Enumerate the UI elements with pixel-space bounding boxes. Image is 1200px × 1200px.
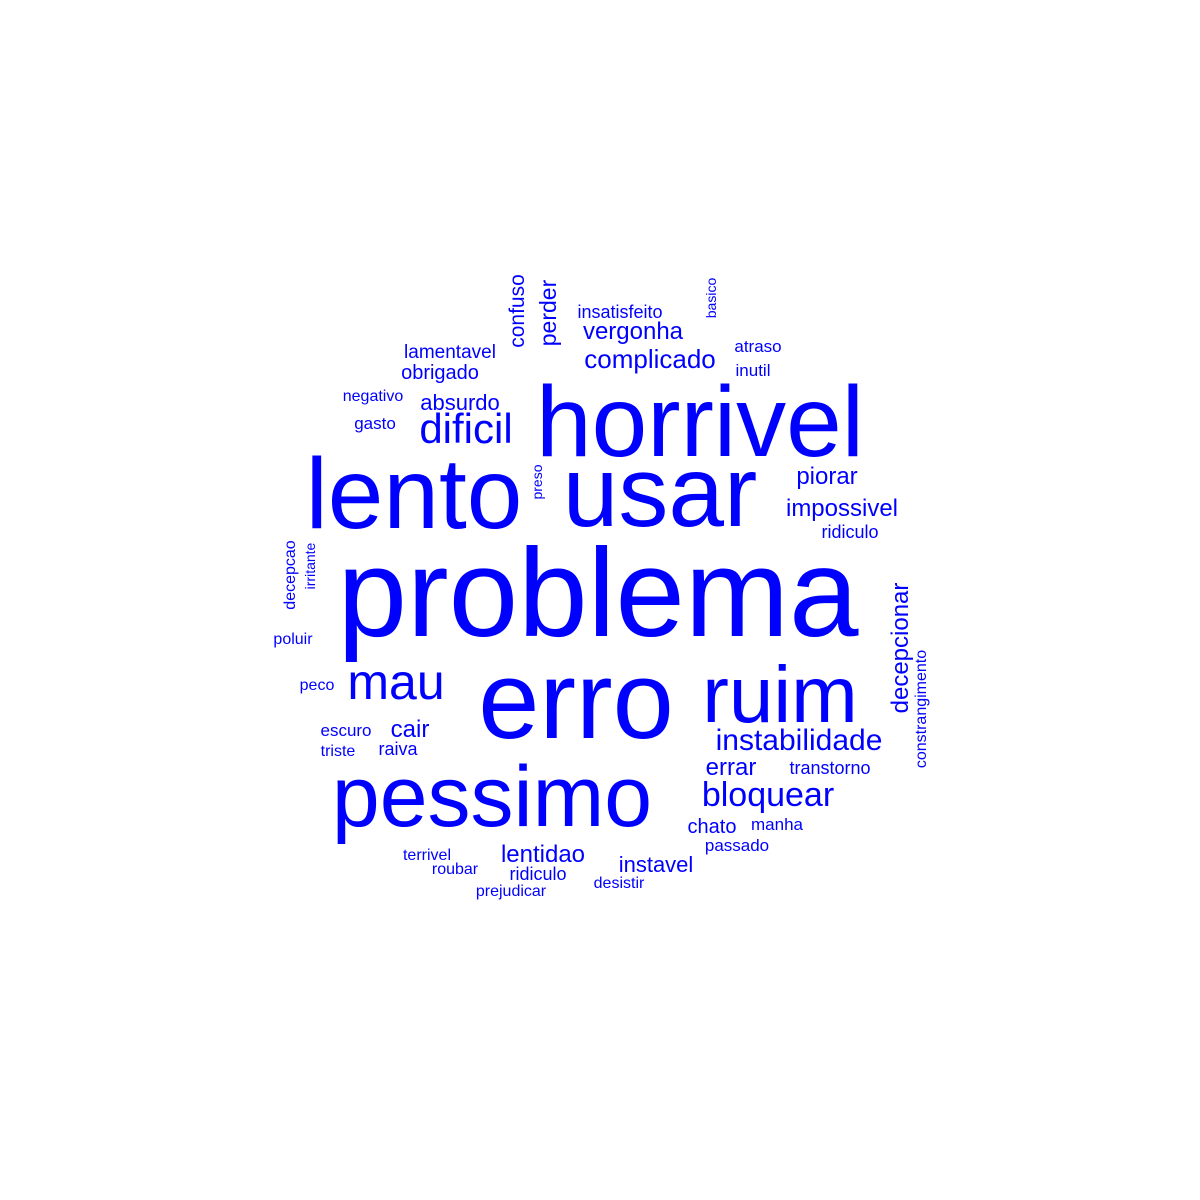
cloud-word: ridiculo bbox=[509, 864, 566, 884]
cloud-word: mau bbox=[347, 654, 444, 710]
cloud-word: instavel bbox=[619, 852, 694, 877]
cloud-word: insatisfeito bbox=[577, 302, 662, 322]
cloud-word: absurdo bbox=[420, 390, 500, 415]
cloud-word: decepcao bbox=[282, 540, 299, 609]
cloud-word: perder bbox=[535, 279, 561, 346]
cloud-word: lento bbox=[306, 438, 523, 550]
cloud-word: prejudicar bbox=[476, 883, 547, 900]
cloud-word: bloquear bbox=[702, 776, 834, 814]
cloud-word: problema bbox=[337, 524, 859, 663]
cloud-word: inutil bbox=[736, 361, 771, 380]
cloud-word: lentidao bbox=[501, 841, 585, 868]
cloud-word: roubar bbox=[432, 861, 479, 878]
cloud-word: atraso bbox=[734, 337, 781, 356]
cloud-word: erro bbox=[478, 639, 674, 762]
cloud-word: horrivel bbox=[536, 366, 864, 478]
cloud-word: complicado bbox=[584, 344, 716, 374]
cloud-word: obrigado bbox=[401, 362, 479, 384]
cloud-word: dificil bbox=[419, 405, 512, 452]
cloud-word: manha bbox=[751, 815, 804, 834]
cloud-word: escuro bbox=[320, 721, 371, 740]
cloud-word: raiva bbox=[378, 739, 418, 759]
cloud-word: basico bbox=[703, 278, 719, 319]
cloud-word: triste bbox=[321, 743, 356, 760]
cloud-word: constrangimento bbox=[913, 650, 930, 768]
cloud-word: confuso bbox=[506, 274, 529, 348]
cloud-word: impossivel bbox=[786, 495, 898, 522]
cloud-word: lamentavel bbox=[404, 342, 496, 363]
cloud-word: ruim bbox=[702, 650, 858, 739]
cloud-word: peco bbox=[300, 677, 335, 694]
cloud-word: desistir bbox=[594, 875, 645, 892]
cloud-word: gasto bbox=[354, 414, 396, 433]
cloud-word: irritante bbox=[302, 542, 318, 589]
cloud-word: passado bbox=[705, 836, 769, 855]
cloud-word: usar bbox=[563, 436, 758, 548]
cloud-word: decepcionar bbox=[887, 583, 914, 714]
cloud-word: terrivel bbox=[403, 847, 451, 864]
cloud-word: vergonha bbox=[583, 318, 684, 345]
cloud-word: pessimo bbox=[332, 749, 652, 845]
cloud-word: negativo bbox=[343, 388, 404, 405]
cloud-word: ridiculo bbox=[821, 522, 878, 542]
cloud-word: transtorno bbox=[789, 758, 870, 778]
cloud-word: cair bbox=[391, 716, 430, 743]
cloud-word: preso bbox=[529, 464, 545, 499]
cloud-word: poluir bbox=[273, 631, 313, 648]
cloud-word: instabilidade bbox=[716, 724, 883, 757]
cloud-word: chato bbox=[688, 816, 737, 838]
cloud-word: piorar bbox=[796, 463, 857, 490]
cloud-word: errar bbox=[706, 754, 757, 781]
